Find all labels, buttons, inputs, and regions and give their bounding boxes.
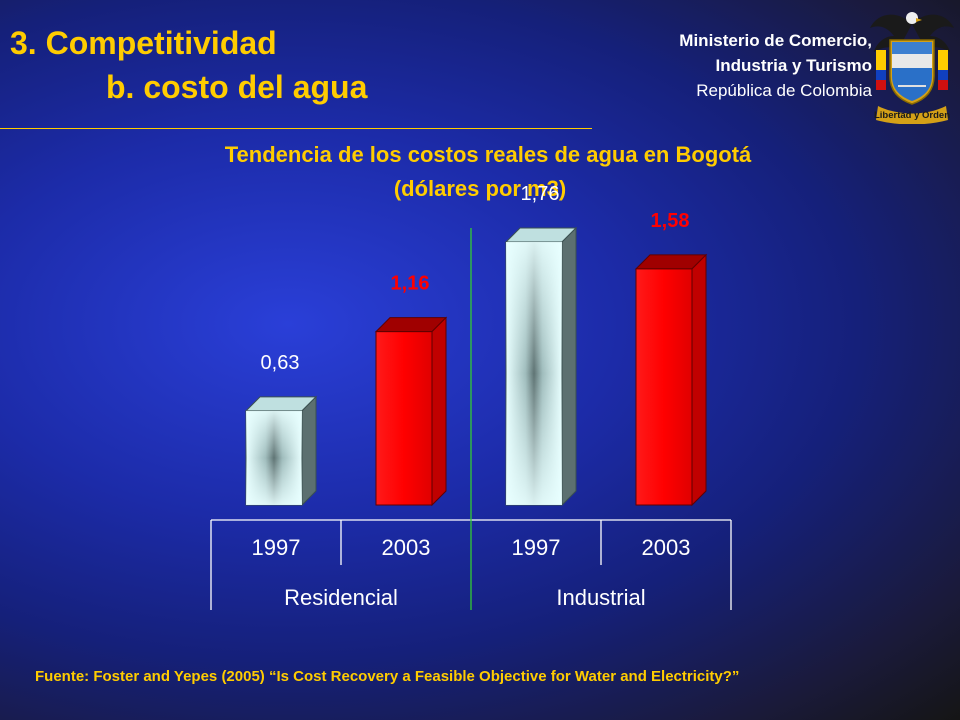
chart-title: Tendencia de los costos reales de agua e… <box>0 138 960 206</box>
value-label-1: 0,63 <box>261 352 300 374</box>
value-label-2: 1,16 <box>391 273 430 295</box>
category-label-3: 1997 <box>512 535 561 560</box>
category-label-2: 2003 <box>382 535 431 560</box>
crest-motto: Libertad y Orden <box>874 110 950 121</box>
category-label-1: 1997 <box>252 535 301 560</box>
source-citation: Fuente: Foster and Yepes (2005) “Is Cost… <box>35 668 740 685</box>
ministry-line-1: Ministerio de Comercio, <box>679 31 872 50</box>
category-label-4: 2003 <box>642 535 691 560</box>
slide-subtitle: b. costo del agua <box>106 69 368 105</box>
slide-title: 3. Competitividad <box>10 25 277 61</box>
ministry-line-2: Industria y Turismo <box>715 56 873 75</box>
bar-side-face <box>691 253 707 507</box>
ministry-block: Ministerio de Comercio, Industria y Turi… <box>679 28 872 103</box>
bar-2 <box>374 316 448 507</box>
chart-title-line-1: Tendencia de los costos reales de agua e… <box>224 142 752 167</box>
chart-title-line-2: (dólares por m3) <box>393 176 567 201</box>
bar-front-highlight <box>506 242 562 505</box>
value-label-4: 1,58 <box>651 210 690 232</box>
ministry-line-3: República de Colombia <box>696 81 872 100</box>
bar-side-face <box>431 316 447 507</box>
bar-3 <box>504 226 578 507</box>
bar-side-face <box>561 226 577 507</box>
bar-1 <box>244 395 318 507</box>
colombia-coat-of-arms-icon: Libertad y Orden <box>870 12 954 124</box>
bar-front-face <box>635 268 693 506</box>
group-label-industrial: Industrial <box>556 585 645 610</box>
bar-side-face <box>301 395 317 507</box>
bar-front-highlight <box>246 410 302 505</box>
value-label-3: 1,76 <box>521 183 560 205</box>
bar-4 <box>634 253 708 507</box>
title-divider <box>0 128 592 129</box>
group-label-residencial: Residencial <box>284 585 398 610</box>
bar-front-face <box>375 331 433 506</box>
